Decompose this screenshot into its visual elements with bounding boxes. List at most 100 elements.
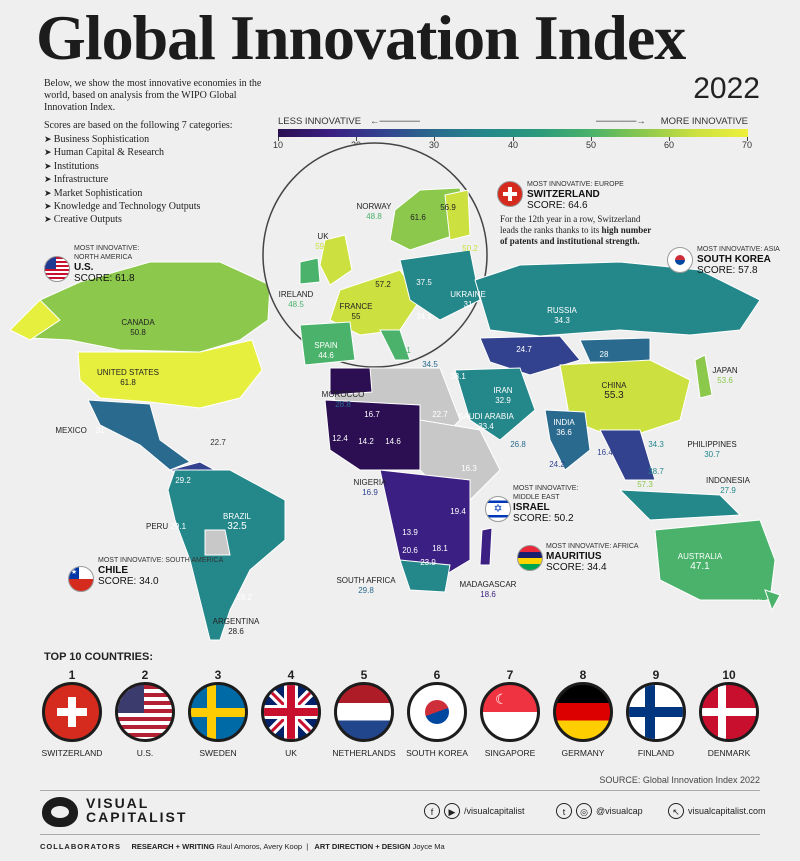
map-label: 26.8	[510, 440, 526, 449]
asia-callout: MOST INNOVATIVE: ASIA SOUTH KOREA SCORE:…	[697, 246, 780, 276]
map-label: SPAIN 44.6	[314, 341, 338, 360]
finland-flag-icon	[626, 682, 686, 742]
top10-item: 5 NETHERLANDS	[328, 668, 400, 758]
rank-number: 1	[68, 668, 76, 682]
less-innovative-label: LESS INNOVATIVE	[278, 116, 362, 127]
legend-tick: 10	[272, 140, 283, 150]
map-label: 28	[599, 350, 609, 359]
map-label: NORWAY 48.8	[356, 202, 392, 221]
map-label: 13.9	[402, 528, 418, 537]
mongolia-region	[579, 337, 651, 363]
india-region	[544, 409, 591, 471]
cursor-icon[interactable]: ↖	[668, 803, 684, 819]
uk-flag-icon	[261, 682, 321, 742]
mexico-region	[87, 399, 192, 471]
map-label: MEXICO 31	[55, 426, 105, 435]
map-label: 18.1	[432, 544, 448, 553]
categories-heading: Scores are based on the following 7 cate…	[44, 120, 233, 131]
japan-region	[694, 354, 713, 399]
morocco-region	[329, 367, 373, 396]
map-label: INDONESIA 27.9	[705, 476, 751, 495]
category-item: Market Sophistication	[44, 187, 200, 200]
map-label: CANADA 50.8	[121, 318, 155, 337]
facebook-icon[interactable]: f	[424, 803, 440, 819]
us-flag-icon	[44, 256, 70, 282]
chile-flag-icon: ★	[68, 566, 94, 592]
top10-item: 9 FINLAND	[620, 668, 692, 758]
map-label: 37.5	[416, 278, 432, 287]
map-label: 20.6	[402, 546, 418, 555]
country-name: DENMARK	[707, 748, 751, 758]
map-label: INDIA 36.6	[553, 418, 575, 437]
category-item: Institutions	[44, 160, 200, 173]
top10-item: 1 SWITZERLAND	[36, 668, 108, 758]
germany-flag-icon	[553, 682, 613, 742]
israel-flag-icon: ✡	[485, 496, 511, 522]
country-name: SWITZERLAND	[41, 748, 103, 758]
top10-item: 7 ☾ SINGAPORE	[474, 668, 546, 758]
map-label: 24.2	[549, 460, 565, 469]
legend-tick: 50	[585, 140, 596, 150]
map-label: 16.7	[364, 410, 380, 419]
country-name: GERMANY	[561, 748, 605, 758]
map-label: 22.7	[210, 438, 226, 447]
category-list: Business Sophistication Human Capital & …	[44, 133, 201, 227]
twitter-icon[interactable]: t	[556, 803, 572, 819]
collaborators-line: COLLABORATORS RESEARCH + WRITING Raul Am…	[40, 842, 445, 851]
switzerland-note: For the 12th year in a row, Switzerland …	[500, 214, 652, 246]
year-label: 2022	[693, 72, 760, 105]
map-label: PERU 29.1	[145, 522, 187, 531]
rank-number: 9	[652, 668, 660, 682]
switzerland-flag-icon	[497, 181, 523, 207]
netherlands-flag-icon	[334, 682, 394, 742]
social-link-facebook[interactable]: /visualcapitalist	[464, 806, 525, 816]
map-label: BRAZIL 32.5	[222, 512, 252, 532]
page-title: Global Innovation Index	[36, 2, 686, 73]
finland-region	[444, 189, 471, 241]
map-label: 14.6	[385, 437, 401, 446]
italy-region	[379, 329, 411, 361]
rank-number: 7	[506, 668, 514, 682]
new-zealand-region	[764, 589, 781, 612]
map-label: RUSSIA 34.3	[547, 306, 577, 325]
legend-tick: 40	[507, 140, 518, 150]
usa-region	[77, 339, 263, 409]
south-africa-region	[399, 559, 451, 593]
map-label: ARGENTINA 28.6	[212, 617, 260, 636]
legend-tick: 70	[741, 140, 752, 150]
middle-east-callout: MOST INNOVATIVE: MIDDLE EAST ISRAEL SCOR…	[513, 485, 579, 524]
map-label: SOUTH AFRICA 29.8	[336, 576, 396, 595]
map-label: UNITED STATES 61.8	[97, 368, 159, 387]
uk-region	[319, 234, 353, 286]
divider	[40, 834, 760, 835]
top10-item: 10 DENMARK	[693, 668, 765, 758]
category-item: Knowledge and Technology Outputs	[44, 200, 201, 213]
map-label: 56.9	[440, 203, 456, 212]
bolivia-region	[204, 529, 231, 556]
singapore-flag-icon: ☾	[480, 682, 540, 742]
visual-capitalist-logo-icon	[42, 797, 78, 827]
map-label: 23.9	[420, 558, 436, 567]
south-america-callout: MOST INNOVATIVE: SOUTH AMERICA CHILE SCO…	[98, 557, 224, 587]
indonesia-region	[618, 489, 742, 521]
map-label: 16.4	[597, 448, 613, 457]
map-label: 38.1	[450, 372, 466, 381]
instagram-icon[interactable]: ◎	[576, 803, 592, 819]
rank-number: 4	[287, 668, 295, 682]
top10-item: 8 GERMANY	[547, 668, 619, 758]
map-label: 34.5	[422, 360, 438, 369]
social-link-twitter[interactable]: @visualcap	[596, 806, 643, 816]
alaska-region	[9, 299, 61, 341]
country-name: SOUTH KOREA	[406, 748, 468, 758]
category-item: Business Sophistication	[44, 133, 200, 146]
category-item: Infrastructure	[44, 173, 200, 186]
rank-number: 8	[579, 668, 587, 682]
map-label: 57.2	[375, 280, 391, 289]
map-label: 47.2	[750, 593, 766, 602]
se-asia-region	[599, 429, 656, 481]
website-link[interactable]: visualcapitalist.com	[688, 806, 766, 816]
youtube-icon[interactable]: ▶	[444, 803, 460, 819]
top10-item: 6 SOUTH KOREA	[401, 668, 473, 758]
rank-number: 10	[722, 668, 736, 682]
brand-name: VISUAL CAPITALIST	[86, 795, 188, 825]
